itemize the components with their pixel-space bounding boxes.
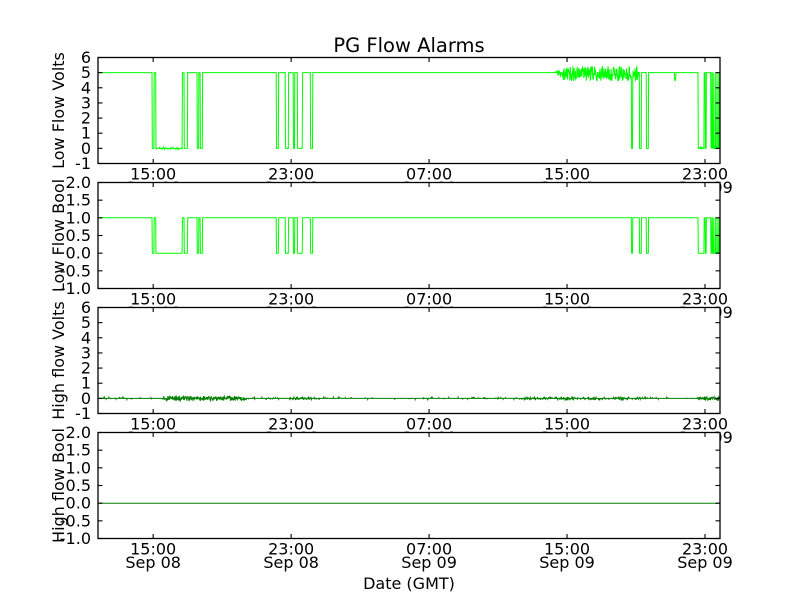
- y-tick-label: 0.0: [66, 494, 91, 513]
- x-tick-time-label: 23:00: [268, 415, 314, 434]
- y-tick-label: 0: [81, 389, 91, 408]
- y-tick-label: 1: [81, 124, 91, 143]
- chart-title: PG Flow Alarms: [333, 34, 484, 57]
- y-tick-label: 4: [81, 328, 91, 347]
- subplot-1-ylabel: Low Flow Volts: [49, 52, 68, 169]
- x-tick-time-label: 15:00: [130, 415, 176, 434]
- x-tick-date-label: Sep 08: [263, 553, 319, 572]
- x-tick-time-label: 23:00: [682, 540, 728, 559]
- x-tick-time-label: 15:00: [544, 165, 590, 184]
- subplot-2-ylabel: Low Flow Bool: [49, 179, 68, 292]
- y-tick-label: 3: [81, 343, 91, 362]
- x-tick-time-label: 07:00: [406, 415, 452, 434]
- y-tick-label: 1.5: [66, 441, 91, 460]
- subplot-2-series-line: [98, 217, 721, 254]
- y-tick-label: 2: [81, 359, 91, 378]
- subplot-2-bg: [98, 182, 720, 289]
- x-tick-time-label: 23:00: [268, 165, 314, 184]
- subplot-3-ylabel: High flow Volts: [49, 301, 68, 419]
- y-tick-label: -0.5: [60, 511, 91, 530]
- y-tick-label: 6: [81, 48, 91, 67]
- y-tick-label: 5: [81, 313, 91, 332]
- x-tick-time-label: 15:00: [130, 165, 176, 184]
- x-tick-time-label: 07:00: [406, 165, 452, 184]
- y-tick-label: 1.0: [66, 458, 91, 477]
- y-tick-label: 1.0: [66, 208, 91, 227]
- x-tick-time-label: 23:00: [682, 415, 728, 434]
- y-tick-label: -1.0: [60, 529, 91, 548]
- y-tick-label: 1: [81, 374, 91, 393]
- y-tick-label: 2.0: [66, 173, 91, 192]
- y-tick-label: 6: [81, 298, 91, 317]
- x-tick-date-label: Sep 09: [539, 553, 595, 572]
- subplot-4-ylabel: High flow Bool: [49, 428, 68, 543]
- y-tick-label: 0.5: [66, 226, 91, 245]
- subplot-1-frame: [97, 56, 721, 165]
- y-tick-label: -1.0: [60, 279, 91, 298]
- x-tick-time-label: 23:00: [682, 165, 728, 184]
- subplot-3-bg: [98, 307, 720, 414]
- y-tick-label: 0.5: [66, 476, 91, 495]
- x-tick-time-label: 23:00: [268, 290, 314, 309]
- x-tick-date-label: Sep 09: [677, 553, 733, 572]
- subplot-4-bg: [98, 432, 720, 539]
- y-tick-label: 5: [81, 63, 91, 82]
- subplot-3-frame: [97, 306, 721, 415]
- x-tick-time-label: 07:00: [406, 290, 452, 309]
- x-tick-time-label: 15:00: [544, 540, 590, 559]
- x-tick-time-label: 15:00: [130, 540, 176, 559]
- y-tick-label: 1.5: [66, 191, 91, 210]
- x-tick-time-label: 15:00: [544, 290, 590, 309]
- x-tick-time-label: 15:00: [130, 290, 176, 309]
- x-tick-date-label: Sep 09: [401, 553, 457, 572]
- x-tick-time-label: 15:00: [544, 415, 590, 434]
- y-tick-label: 3: [81, 93, 91, 112]
- y-tick-label: 0: [81, 139, 91, 158]
- subplot-1-series-line: [98, 64, 721, 152]
- y-tick-label: -1: [75, 404, 91, 423]
- x-tick-date-label: Sep 08: [125, 553, 181, 572]
- subplot-3-series-line: [98, 394, 721, 403]
- y-tick-label: -0.5: [60, 261, 91, 280]
- y-tick-label: -1: [75, 154, 91, 173]
- y-tick-label: 0.0: [66, 244, 91, 263]
- x-tick-time-label: 23:00: [268, 540, 314, 559]
- y-tick-label: 2.0: [66, 423, 91, 442]
- x-axis-label: Date (GMT): [363, 574, 455, 593]
- x-tick-time-label: 07:00: [406, 540, 452, 559]
- y-tick-label: 4: [81, 78, 91, 97]
- y-tick-label: 2: [81, 109, 91, 128]
- x-tick-time-label: 23:00: [682, 290, 728, 309]
